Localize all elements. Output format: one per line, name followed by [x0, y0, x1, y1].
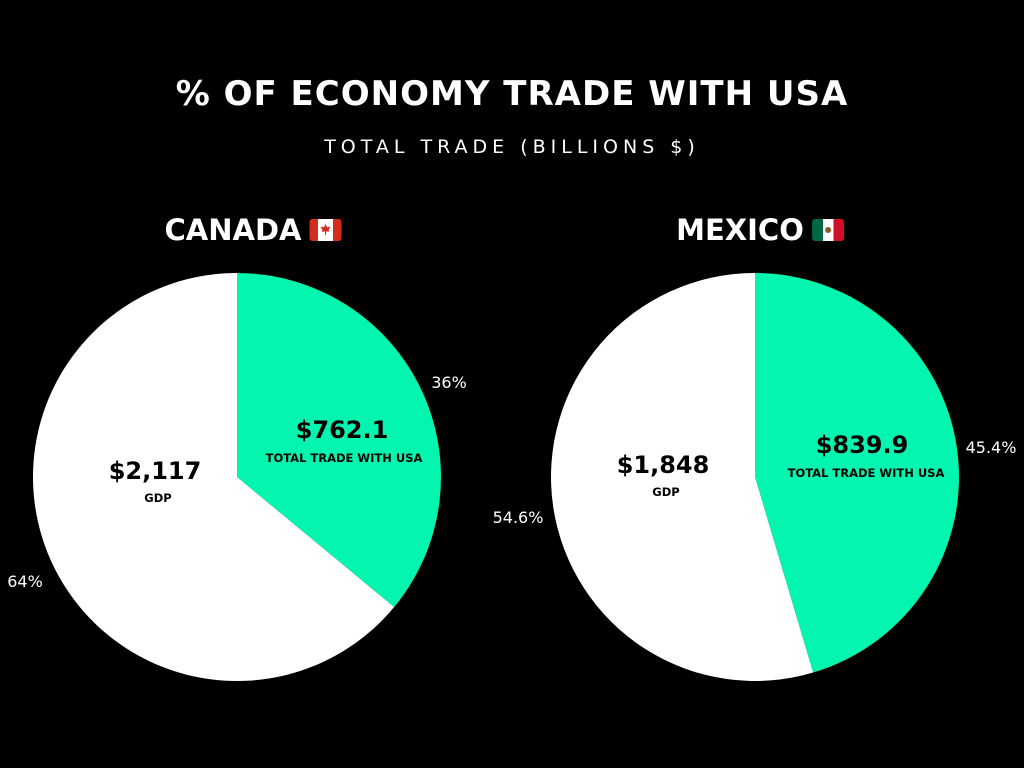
mexico-title: MEXICO: [676, 213, 804, 247]
canada-gdp-amount-label: $2,117: [109, 457, 202, 485]
mexico-gdp-amount-label: $1,848: [617, 451, 710, 479]
canada-flag-icon: [309, 219, 342, 241]
mexico-trade-percent-label: 45.4%: [966, 438, 1017, 457]
mexico-trade-slice: [755, 273, 960, 673]
canada-trade-description-label: TOTAL TRADE WITH USA: [266, 451, 423, 465]
mexico-heading: MEXICO: [676, 213, 844, 247]
canada-gdp-description-label: GDP: [144, 491, 171, 505]
mexico-flag-icon: [811, 219, 844, 241]
canada-trade-percent-label: 36%: [431, 373, 467, 392]
canada-trade-amount-label: $762.1: [296, 416, 389, 444]
mexico-trade-description-label: TOTAL TRADE WITH USA: [788, 466, 945, 480]
chart-title: % OF ECONOMY TRADE WITH USA: [175, 74, 849, 114]
chart-subtitle: TOTAL TRADE (BILLIONS $): [324, 136, 700, 158]
canada-gdp-percent-label: 64%: [7, 572, 43, 591]
mexico-gdp-slice: [551, 273, 814, 682]
canada-heading: CANADA: [165, 213, 342, 247]
canada-title: CANADA: [164, 213, 302, 247]
mexico-gdp-description-label: GDP: [652, 485, 679, 499]
canada-trade-slice: [237, 273, 441, 608]
mexico-gdp-percent-label: 54.6%: [493, 508, 544, 527]
canada-gdp-slice: [32, 273, 395, 681]
mexico-trade-amount-label: $839.9: [816, 431, 909, 459]
